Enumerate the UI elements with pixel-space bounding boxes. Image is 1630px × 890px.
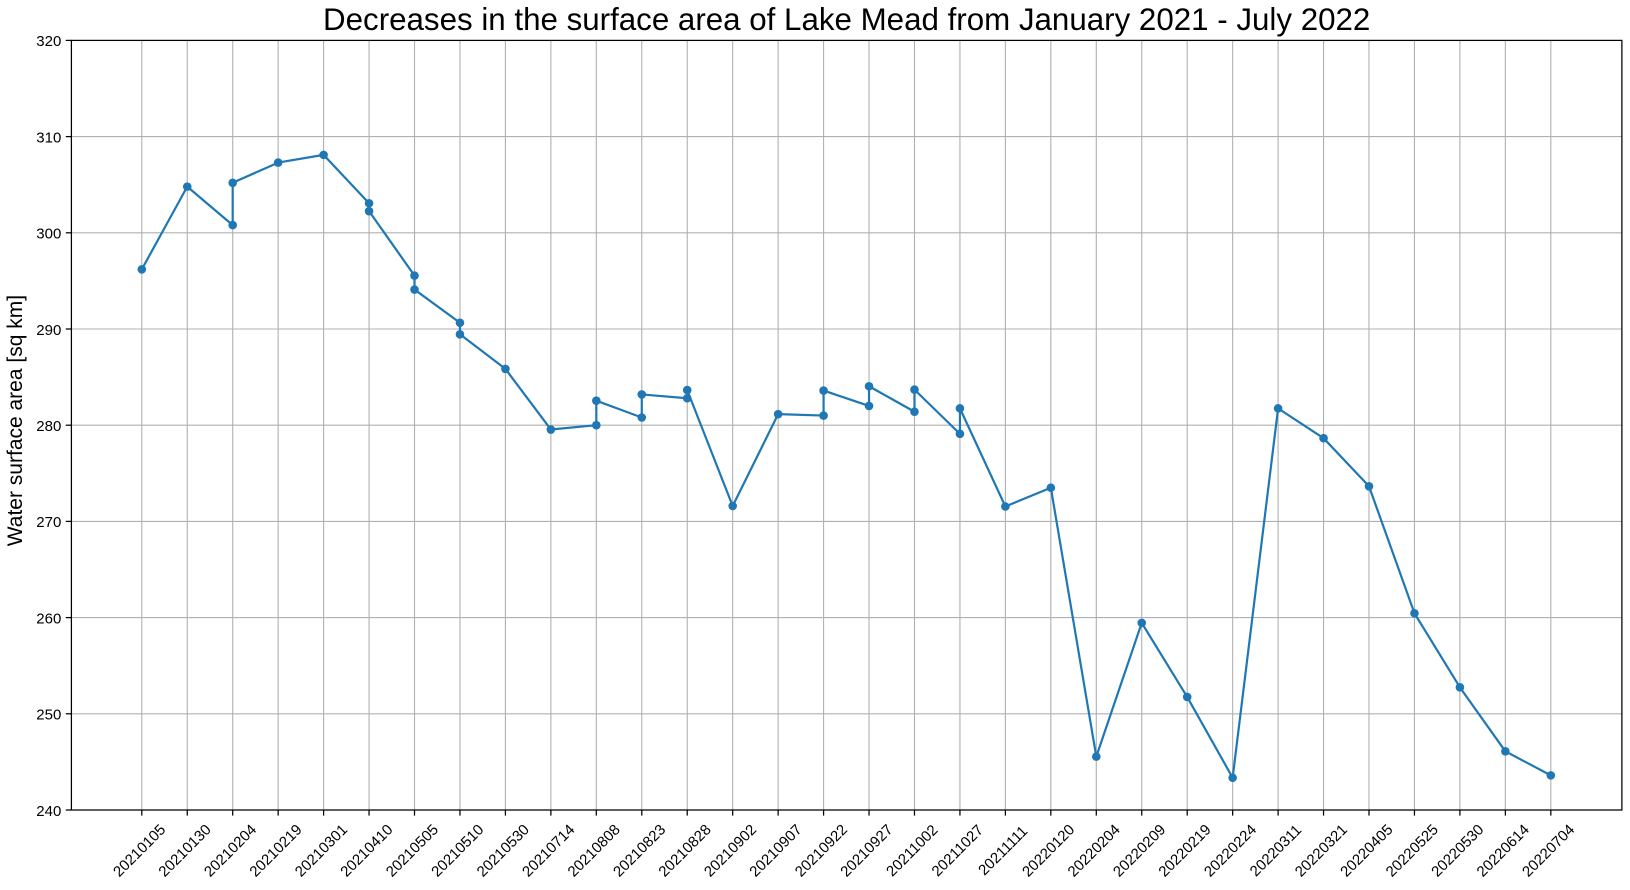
svg-text:300: 300: [36, 226, 61, 243]
svg-text:270: 270: [36, 514, 61, 531]
svg-text:320: 320: [36, 33, 61, 50]
svg-text:Water surface area [sq km]: Water surface area [sq km]: [4, 295, 27, 546]
svg-text:260: 260: [36, 610, 61, 627]
svg-text:250: 250: [36, 707, 61, 724]
svg-text:290: 290: [36, 322, 61, 339]
svg-text:240: 240: [36, 803, 61, 820]
svg-text:280: 280: [36, 418, 61, 435]
svg-text:310: 310: [36, 129, 61, 146]
svg-text:Decreases in the surface area: Decreases in the surface area of Lake Me…: [323, 2, 1370, 37]
